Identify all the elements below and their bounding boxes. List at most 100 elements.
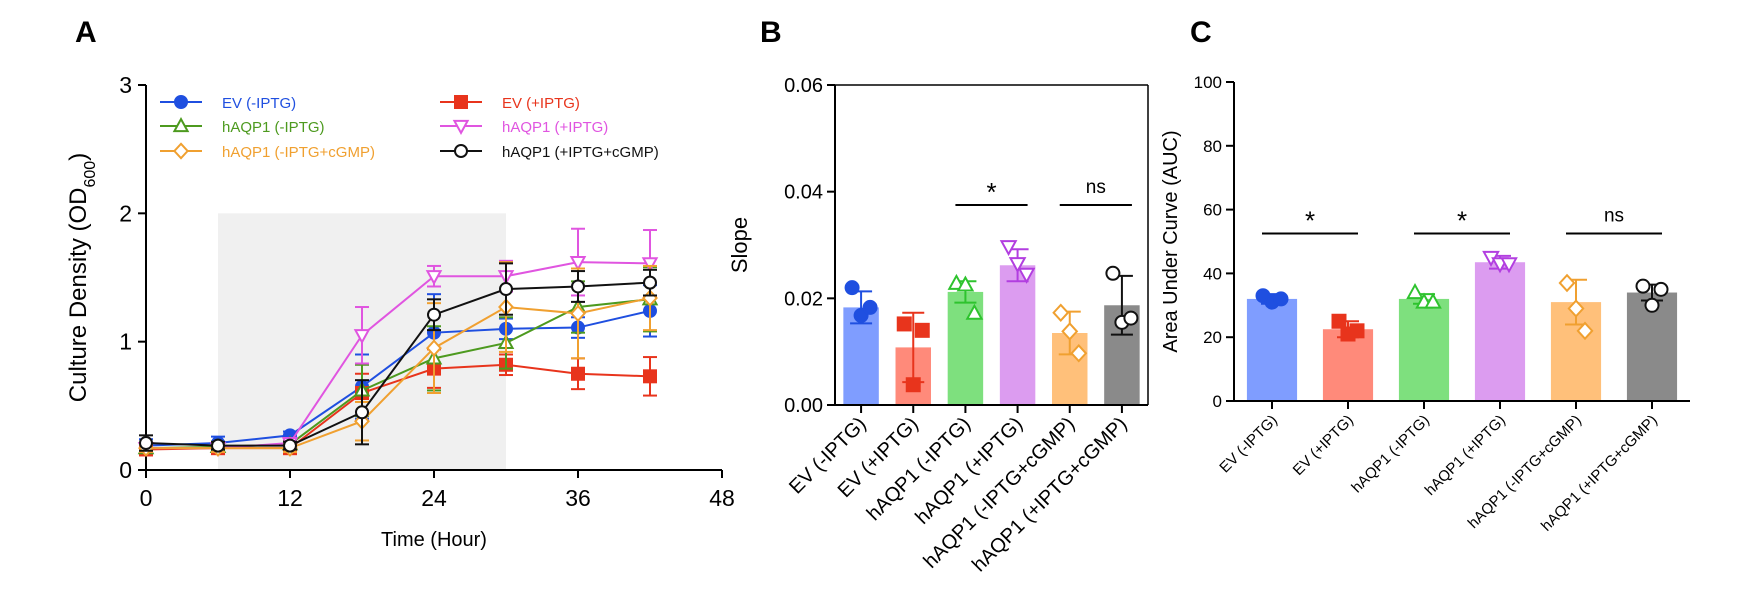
- replicate-point: [1070, 343, 1088, 363]
- legend-marker: [172, 117, 190, 133]
- x-tick-label: hAQP1 (-IPTG): [1348, 412, 1433, 497]
- significance-label: *: [1305, 206, 1315, 236]
- replicate-point: [1567, 299, 1585, 318]
- y-tick-label: 0.02: [784, 288, 823, 310]
- significance-label: *: [986, 177, 996, 207]
- legend-marker: [173, 142, 189, 160]
- replicate-point: [1273, 291, 1289, 307]
- data-point: [353, 329, 371, 345]
- y-tick-label: 0.00: [784, 395, 823, 417]
- y-tick-label: 0: [119, 457, 132, 483]
- replicate-point: [1349, 323, 1365, 339]
- legend-marker: [454, 95, 468, 109]
- series-line: [145, 281, 651, 447]
- y-tick-label: 40: [1203, 264, 1222, 283]
- legend-marker: [452, 119, 470, 135]
- bar-group-haqp1-iptg: [1398, 282, 1450, 401]
- y-tick-label: 20: [1203, 328, 1222, 347]
- data-point: [355, 405, 369, 420]
- replicate-point: [914, 322, 930, 338]
- data-point: [211, 438, 225, 453]
- legend-label: hAQP1 (+IPTG+cGMP): [502, 144, 659, 161]
- replicate-point: [999, 240, 1018, 257]
- data-point: [426, 339, 442, 357]
- replicate-point: [1017, 267, 1036, 284]
- replicate-point: [896, 316, 912, 332]
- y-axis-title: Area Under Curve (AUC): [1160, 130, 1182, 352]
- data-point: [641, 257, 659, 273]
- series-line: [146, 297, 651, 450]
- replicate-point: [1008, 257, 1027, 274]
- replicate-point: [1105, 265, 1121, 281]
- significance-star: *: [1262, 206, 1358, 236]
- legend-label: hAQP1 (-IPTG+cGMP): [222, 144, 375, 161]
- legend: EV (-IPTG) hAQP1 (-IPTG) hAQP1 (-IPTG+cGMP…: [160, 95, 659, 161]
- bar-group-haqp1-iptg: [999, 240, 1036, 405]
- replicate-point: [1653, 281, 1669, 297]
- bar-group-haqp1-iptg-cgmp: [1104, 265, 1140, 405]
- data-point: [283, 438, 297, 453]
- legend-item-haqp1-iptg-cgmp: hAQP1 (-IPTG+cGMP): [160, 142, 375, 161]
- legend-label: hAQP1 (-IPTG): [222, 119, 325, 136]
- replicate-point: [965, 303, 984, 320]
- significance-label: ns: [1604, 206, 1624, 227]
- bar-group-ev-iptg: [1322, 313, 1374, 401]
- significance-ns: ns: [1059, 177, 1132, 206]
- x-tick-label: EV (-IPTG): [1216, 412, 1280, 476]
- replicate-point: [1123, 310, 1139, 326]
- data-point: [499, 282, 513, 297]
- data-point: [569, 256, 587, 272]
- bar-group-haqp1-iptg: [947, 273, 984, 405]
- legend-label: EV (-IPTG): [222, 95, 296, 112]
- y-tick-label: 0.04: [784, 182, 823, 204]
- replicate-point: [862, 299, 878, 315]
- bar-group-haqp1-iptg-cgmp: [1052, 303, 1088, 405]
- legend-item-haqp1-iptg: hAQP1 (-IPTG): [160, 117, 325, 136]
- replicate-point: [844, 280, 860, 296]
- replicate-point: [1576, 321, 1594, 341]
- legend-marker: [454, 144, 468, 158]
- y-tick-label: 100: [1194, 73, 1222, 92]
- x-tick-label: 48: [709, 485, 735, 511]
- replicate-point: [1500, 257, 1518, 274]
- panel-label-b: B: [760, 16, 782, 49]
- x-tick-label: 12: [277, 485, 303, 511]
- x-tick-label: EV (+IPTG): [1290, 412, 1357, 479]
- data-point: [643, 275, 657, 290]
- replicate-point: [1558, 273, 1576, 293]
- legend-item-haqp1-iptg: hAQP1 (+IPTG): [440, 119, 608, 136]
- bar-group-ev-iptg: [895, 311, 931, 405]
- y-tick-label: 3: [119, 72, 132, 98]
- replicate-point: [1061, 322, 1079, 341]
- x-tick-label: hAQP1 (+IPTG): [1422, 412, 1509, 499]
- y-tick-label: 2: [119, 200, 132, 226]
- significance-label: ns: [1086, 177, 1106, 198]
- replicate-point: [1406, 282, 1424, 300]
- replicate-point: [1644, 297, 1660, 313]
- data-point: [427, 307, 441, 322]
- x-tick-label: 36: [565, 485, 591, 511]
- panel-label-a: A: [75, 16, 97, 49]
- y-tick-label: 60: [1203, 201, 1222, 220]
- bar: [1398, 298, 1450, 401]
- replicate-point: [956, 275, 975, 292]
- bar-group-haqp1-iptg-cgmp: [1626, 278, 1678, 401]
- data-point: [570, 304, 586, 323]
- y-axis-title: Slope: [727, 217, 752, 273]
- data-point: [139, 436, 153, 451]
- replicate-point: [1424, 292, 1442, 309]
- data-point: [571, 279, 585, 294]
- bar-group-haqp1-iptg: [1474, 250, 1526, 401]
- y-tick-label: 0.06: [784, 75, 823, 97]
- panel-c-bar-chart: 0 20 40 60 80 100 EV (-IPTG) EV (+IPTG)hAQP1 (-…: [1160, 73, 1690, 535]
- bar-group-ev-iptg: [843, 280, 879, 405]
- series-line: [145, 309, 651, 447]
- replicate-point: [905, 377, 921, 393]
- x-tick-label: 24: [421, 485, 447, 511]
- data-point: [425, 270, 443, 286]
- bar: [947, 291, 984, 405]
- y-tick-label: 80: [1203, 137, 1222, 156]
- data-point: [571, 366, 585, 381]
